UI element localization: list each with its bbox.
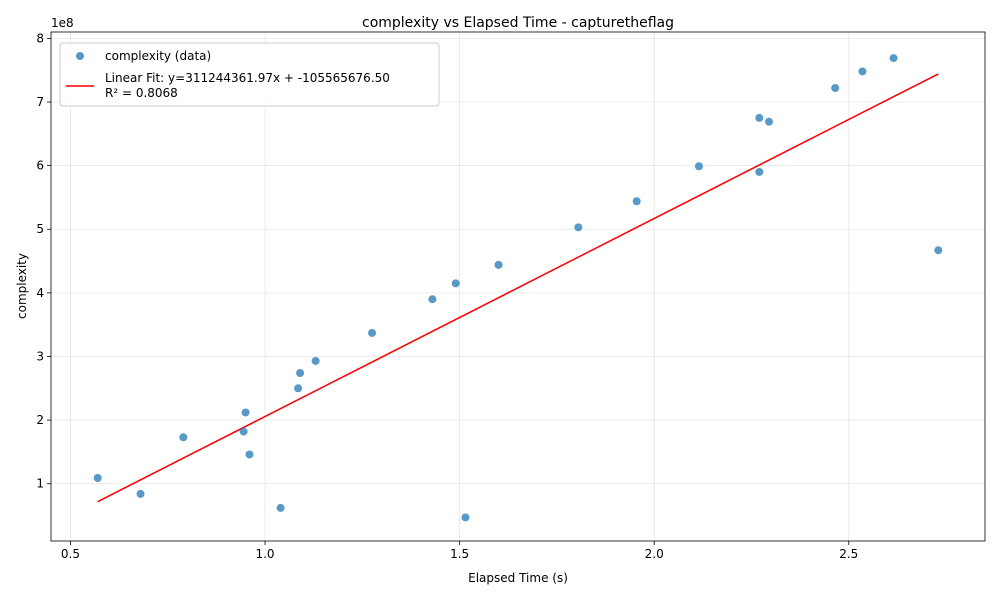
data-point	[755, 167, 764, 176]
y-tick-label: 7	[36, 95, 44, 109]
linear-fit-line	[97, 73, 939, 503]
data-points	[93, 54, 943, 522]
legend-label-fit: Linear Fit: y=311244361.97x + -105565676…	[105, 71, 390, 85]
data-point	[889, 54, 898, 63]
data-point	[858, 67, 867, 76]
data-point	[93, 474, 102, 483]
data-point	[574, 223, 583, 232]
data-point	[296, 369, 305, 378]
x-tick-label: 1.0	[255, 547, 274, 561]
x-tick-label: 0.5	[61, 547, 80, 561]
fit-line-layer	[97, 73, 939, 503]
data-point	[461, 513, 470, 522]
x-axis-ticks: 0.5 1.0 1.5 2.0 2.5	[61, 541, 858, 561]
y-axis-offset-label: 1e8	[51, 16, 74, 30]
grid	[51, 32, 985, 541]
data-point	[632, 197, 641, 206]
x-tick-label: 2.5	[839, 547, 858, 561]
data-point	[831, 83, 840, 92]
data-point	[451, 279, 460, 288]
chart-title: complexity vs Elapsed Time - capturethef…	[362, 15, 674, 31]
legend: complexity (data) Linear Fit: y=31124436…	[59, 42, 440, 107]
legend-box	[59, 42, 440, 107]
y-tick-label: 3	[36, 349, 44, 363]
legend-label-fit-r2: R² = 0.8068	[105, 86, 178, 100]
data-point	[276, 503, 285, 512]
y-tick-label: 2	[36, 413, 44, 427]
data-point	[311, 356, 320, 365]
y-axis-label: complexity	[15, 253, 29, 319]
data-point	[136, 489, 145, 498]
data-point	[494, 260, 503, 269]
y-tick-label: 6	[36, 159, 44, 173]
data-point	[934, 246, 943, 255]
legend-label-data: complexity (data)	[105, 49, 211, 63]
y-tick-label: 4	[36, 286, 44, 300]
x-tick-label: 1.5	[450, 547, 469, 561]
x-tick-label: 2.0	[645, 547, 664, 561]
legend-marker-data	[76, 52, 84, 60]
data-point	[294, 384, 303, 393]
y-tick-label: 5	[36, 222, 44, 236]
y-tick-label: 8	[36, 31, 44, 45]
y-tick-label: 1	[36, 477, 44, 491]
data-point	[245, 450, 254, 459]
data-point	[241, 408, 250, 417]
data-point	[765, 117, 774, 126]
data-point	[179, 433, 188, 442]
data-point	[239, 427, 248, 436]
data-point	[694, 162, 703, 171]
data-point	[368, 328, 377, 337]
data-point	[755, 113, 764, 122]
plot-frame	[50, 31, 986, 542]
y-axis-ticks: 1 2 3 4 5 6 7 8	[36, 31, 51, 491]
x-axis-label: Elapsed Time (s)	[468, 571, 568, 585]
data-point	[428, 295, 437, 304]
